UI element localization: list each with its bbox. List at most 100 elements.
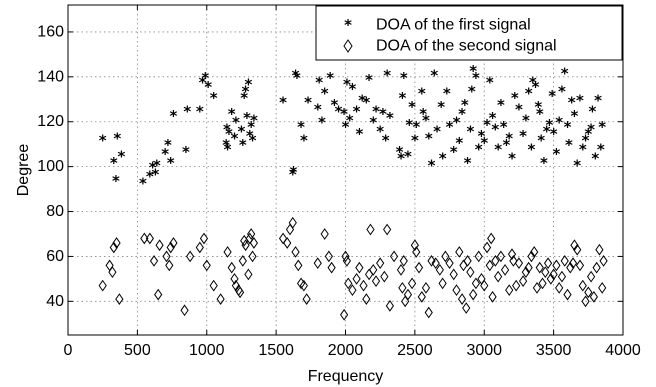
data-point-second-signal	[115, 293, 124, 305]
y-tick-label: 160	[37, 23, 64, 40]
data-point-second-signal	[552, 259, 561, 272]
data-point-first-signal: *	[594, 91, 602, 109]
data-point-second-signal	[249, 237, 259, 249]
data-point-second-signal	[575, 259, 585, 272]
series-1: ****** ********** ************************…	[99, 62, 607, 192]
data-point-second-signal	[530, 246, 539, 258]
x-tick-label: 2500	[397, 342, 433, 359]
series-2	[98, 216, 608, 321]
data-point-second-signal	[487, 232, 496, 245]
data-point-second-signal	[342, 255, 351, 267]
data-point-second-signal	[166, 241, 175, 254]
data-point-first-signal: *	[508, 150, 516, 168]
data-point-first-signal: *	[164, 136, 172, 154]
data-point-first-signal: *	[450, 143, 458, 161]
data-point-first-signal: *	[396, 143, 404, 161]
data-point-first-signal: *	[515, 100, 523, 118]
data-point-second-signal	[491, 255, 500, 267]
legend-box	[315, 5, 623, 61]
data-point-first-signal: *	[425, 129, 433, 147]
y-tick-label: 60	[46, 248, 64, 265]
data-point-first-signal: *	[161, 145, 169, 163]
data-point-second-signal	[496, 250, 506, 263]
data-point-first-signal: *	[300, 132, 308, 150]
data-point-first-signal: *	[167, 154, 175, 172]
data-point-first-signal: *	[411, 132, 419, 150]
data-point-second-signal	[514, 257, 524, 270]
data-point-first-signal: *	[418, 85, 426, 103]
data-point-first-signal: *	[321, 85, 329, 103]
data-point-second-signal	[288, 216, 297, 229]
data-point-second-signal	[238, 255, 247, 267]
legend-star-marker: *	[344, 16, 352, 34]
data-point-first-signal: *	[472, 69, 480, 87]
data-series: ****** ********** ************************…	[98, 62, 608, 321]
data-point-second-signal	[595, 243, 604, 256]
x-tick-label: 3500	[536, 342, 572, 359]
data-point-second-signal	[216, 293, 225, 305]
data-point-second-signal	[385, 299, 395, 312]
data-point-first-signal: *	[365, 71, 373, 89]
data-point-second-signal	[414, 261, 424, 274]
data-point-first-signal: *	[527, 141, 535, 159]
x-tick-label: 3000	[466, 342, 502, 359]
data-point-first-signal: *	[376, 123, 384, 141]
data-point-first-signal: *	[232, 114, 240, 132]
data-point-first-signal: *	[579, 141, 587, 159]
data-point-first-signal: *	[400, 69, 408, 87]
data-point-first-signal: *	[532, 78, 540, 96]
data-point-first-signal: *	[153, 156, 161, 174]
data-point-first-signal: *	[466, 123, 474, 141]
data-point-first-signal: *	[210, 89, 218, 107]
data-point-first-signal: *	[480, 134, 488, 152]
data-point-second-signal	[223, 246, 232, 258]
data-point-first-signal: *	[290, 163, 298, 181]
data-point-first-signal: *	[494, 141, 502, 159]
data-point-second-signal	[352, 273, 361, 285]
data-point-second-signal	[441, 250, 450, 263]
data-point-first-signal: *	[223, 120, 231, 138]
data-point-second-signal	[557, 270, 567, 283]
data-point-first-signal: *	[453, 114, 461, 132]
data-point-first-signal: *	[349, 80, 357, 98]
data-point-first-signal: *	[582, 132, 590, 150]
data-point-second-signal	[549, 268, 558, 281]
data-point-first-signal: *	[412, 118, 420, 136]
axis-ticks: 0 500 1000 1500 2000 2500 3000 3500 4000 40 60 80 10…	[37, 5, 641, 359]
data-point-second-signal	[165, 259, 174, 272]
legend-diamond-marker	[343, 39, 353, 53]
data-point-second-signal	[555, 281, 564, 294]
data-point-first-signal: *	[353, 103, 361, 121]
data-point-first-signal: *	[315, 73, 323, 91]
data-point-first-signal: *	[584, 125, 592, 143]
data-point-second-signal	[313, 257, 322, 270]
data-point-second-signal	[185, 250, 195, 263]
data-point-first-signal: *	[455, 134, 463, 152]
data-point-first-signal: *	[437, 98, 445, 116]
data-point-second-signal	[230, 273, 239, 285]
data-point-second-signal	[140, 232, 149, 245]
data-point-first-signal: *	[239, 136, 247, 154]
data-point-second-signal	[452, 284, 461, 296]
plot-frame	[67, 4, 624, 336]
data-point-first-signal: *	[555, 114, 563, 132]
data-point-second-signal	[541, 266, 550, 279]
data-point-first-signal: *	[372, 103, 380, 121]
data-point-first-signal: *	[117, 147, 125, 165]
data-point-first-signal: *	[408, 98, 416, 116]
data-point-first-signal: *	[238, 123, 246, 141]
data-point-first-signal: *	[249, 132, 257, 150]
data-point-first-signal: *	[304, 94, 312, 112]
data-point-second-signal	[521, 266, 530, 279]
data-point-first-signal: *	[279, 94, 287, 112]
data-point-second-signal	[401, 295, 410, 308]
data-point-second-signal	[578, 279, 587, 292]
data-point-first-signal: *	[468, 82, 476, 100]
data-point-first-signal: *	[587, 120, 595, 138]
data-point-second-signal	[235, 286, 245, 299]
data-point-second-signal	[589, 290, 598, 303]
data-point-second-signal	[410, 239, 419, 252]
legend-entry-first-signal: DOA of the first signal	[376, 17, 531, 34]
data-point-second-signal	[327, 261, 336, 274]
legend: * DOA of the first signal DOA of the sec…	[315, 5, 623, 61]
